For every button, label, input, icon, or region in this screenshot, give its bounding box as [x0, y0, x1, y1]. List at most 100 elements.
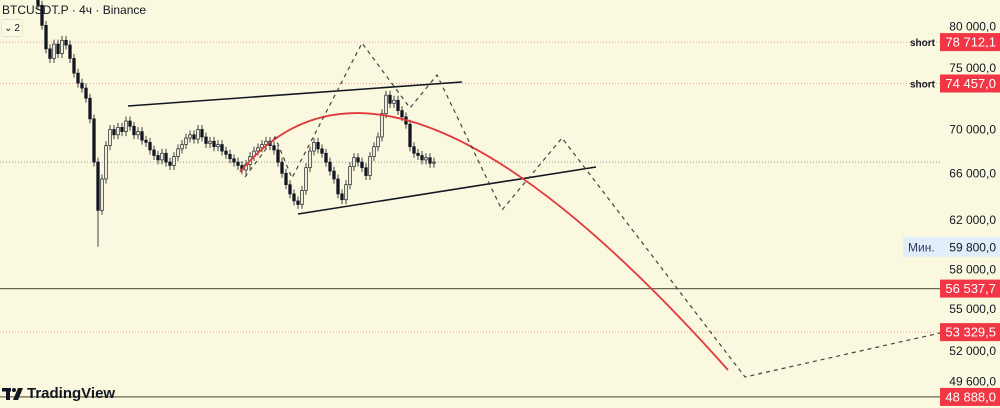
price-label-text: 48 888,0: [945, 389, 996, 404]
candle: [416, 148, 420, 160]
candle-body: [36, 0, 40, 6]
candle: [424, 153, 428, 165]
candle: [64, 35, 68, 50]
candle-body: [112, 129, 116, 136]
price-axis[interactable]: 80 000,0 75 000,0 70 000,0 66 000,0 62 000,0…: [949, 20, 996, 389]
candle-body: [184, 137, 188, 145]
candle-body: [368, 156, 372, 176]
candle: [92, 114, 96, 167]
candle-body: [296, 200, 300, 205]
candle: [152, 145, 156, 160]
candle-body: [284, 172, 288, 186]
candle: [292, 189, 296, 206]
candle: [224, 146, 228, 159]
candle: [112, 125, 116, 140]
tradingview-logo[interactable]: TradingView: [2, 385, 115, 402]
candle: [420, 151, 424, 165]
candle-body: [120, 127, 124, 132]
candle-body: [272, 145, 276, 151]
y-tick-label: 52 000,0: [949, 344, 996, 358]
channel-upper-trendline[interactable]: [127, 81, 463, 107]
candle: [116, 122, 120, 140]
candle-body: [328, 161, 332, 172]
candle: [348, 162, 352, 190]
y-tick-label: 70 000,0: [949, 122, 996, 136]
candle-body: [96, 161, 100, 211]
candle-body: [220, 144, 224, 152]
candle: [164, 148, 168, 167]
candle: [60, 35, 64, 59]
candle: [176, 144, 180, 162]
candle: [388, 90, 392, 108]
candle: [96, 157, 100, 247]
candle: [432, 157, 436, 168]
candle: [396, 95, 400, 116]
price-label[interactable]: 53 329,5: [940, 323, 1000, 342]
level-note: short: [910, 38, 936, 49]
candle-body: [132, 125, 136, 136]
candle: [408, 119, 412, 152]
price-label-box: [940, 387, 1000, 406]
candle-body: [308, 150, 312, 169]
candle: [312, 137, 316, 156]
level-note: short: [910, 79, 936, 90]
candle: [140, 127, 144, 145]
tradingview-logo-icon: [2, 387, 23, 400]
candle: [124, 116, 128, 137]
candle-body: [344, 184, 348, 201]
price-label[interactable]: 78 712,1 short: [910, 33, 1000, 52]
price-label[interactable]: 74 457,0 short: [910, 74, 1000, 93]
candle-body: [204, 136, 208, 144]
y-tick-label: 55 000,0: [949, 302, 996, 316]
candle-body: [84, 87, 88, 99]
candle-body: [256, 147, 260, 152]
candles: [36, 0, 436, 247]
candle: [280, 157, 284, 178]
symbol-title: BTCUSDT.P · 4ч · Binance: [2, 3, 147, 17]
candle-body: [236, 161, 240, 166]
zigzag-projection[interactable]: [244, 41, 941, 378]
candle-body: [352, 157, 356, 167]
indicators-count: 2: [14, 22, 20, 34]
candle-body: [288, 184, 292, 195]
candle-body: [364, 167, 368, 176]
candle-body: [388, 94, 392, 104]
projection-arc[interactable]: [239, 112, 729, 371]
candle-body: [56, 43, 60, 55]
channel-lower-trendline[interactable]: [297, 166, 597, 215]
candle-body: [212, 140, 216, 148]
candle: [368, 152, 372, 181]
candle-body: [164, 152, 168, 163]
candle-body: [408, 123, 412, 148]
price-label-text: 74 457,0: [945, 76, 996, 91]
candle-body: [124, 120, 128, 132]
candle: [336, 174, 340, 199]
price-label-text: 78 712,1: [945, 35, 996, 50]
price-label-text: 53 329,5: [945, 325, 996, 340]
candle-body: [412, 146, 416, 154]
indicators-toggle[interactable]: ⌄ 2: [1, 19, 23, 37]
logo-text: TradingView: [27, 385, 116, 402]
candle-body: [208, 140, 212, 144]
candle-body: [400, 110, 404, 118]
candle-body: [340, 193, 344, 201]
candle: [72, 54, 76, 78]
candle: [372, 142, 376, 162]
candle-body: [356, 157, 360, 163]
price-label[interactable]: 56 537,7: [940, 279, 1000, 298]
candle: [68, 40, 72, 63]
candle-body: [292, 193, 296, 202]
y-tick-label: 80 000,0: [949, 20, 996, 34]
candle: [216, 140, 220, 152]
candle-body: [176, 148, 180, 157]
candle-body: [60, 39, 64, 55]
candle-body: [216, 144, 220, 148]
candle: [288, 180, 292, 199]
candle-body: [148, 142, 152, 151]
candle-body: [52, 43, 56, 59]
price-label[interactable]: 48 888,0: [940, 387, 1000, 406]
candle: [188, 130, 192, 143]
candle-body: [80, 82, 84, 89]
candle: [316, 137, 320, 154]
